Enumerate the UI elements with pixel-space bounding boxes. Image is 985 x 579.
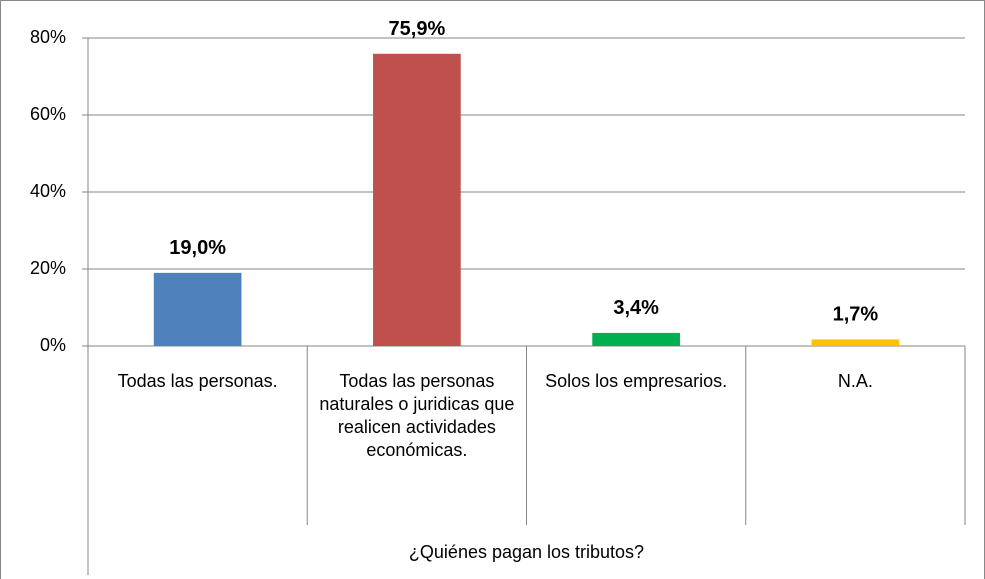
y-tick-label: 20% — [30, 258, 66, 278]
x-tick-label-box: N.A. — [837, 371, 873, 391]
value-label: 19,0% — [169, 237, 226, 259]
x-tick-label-box: Todas las personas. — [117, 371, 278, 391]
value-label: 1,7% — [833, 304, 879, 326]
x-tick-label: Todas las personas. — [117, 371, 278, 391]
x-tick-label: N.A. — [837, 371, 873, 391]
x-tick-label: Todas las personas naturales o juridicas… — [319, 371, 515, 460]
x-axis-title: ¿Quiénes pagan los tributos? — [409, 542, 644, 562]
y-tick-label: 80% — [30, 27, 66, 47]
x-tick-label: Solos los empresarios. — [545, 371, 728, 391]
bar — [373, 53, 461, 346]
y-tick-label: 40% — [30, 181, 66, 201]
bar — [592, 332, 680, 346]
value-label: 3,4% — [613, 297, 659, 319]
y-tick-label: 60% — [30, 104, 66, 124]
x-tick-label-box: Solos los empresarios. — [545, 371, 728, 391]
y-tick-label: 0% — [40, 335, 66, 355]
x-tick-label-box: Todas las personas naturales o juridicas… — [319, 371, 515, 460]
bar — [811, 339, 900, 346]
bar — [153, 272, 242, 346]
value-label: 75,9% — [389, 18, 446, 40]
